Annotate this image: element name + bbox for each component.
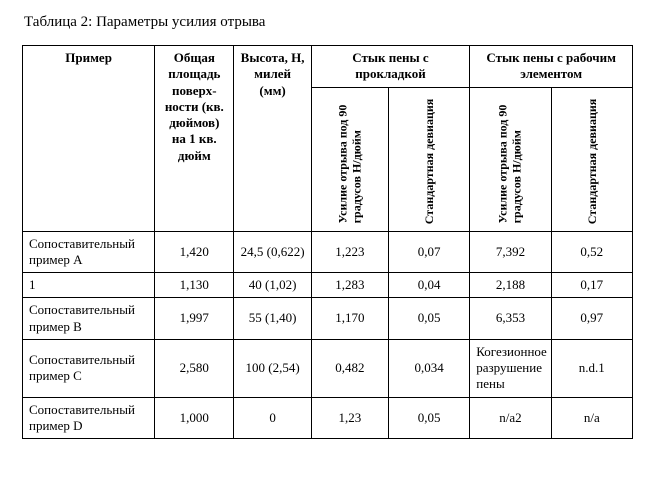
col-header-stddev-element: Стандартная девиация — [551, 87, 632, 231]
cell-sd1: 0,05 — [388, 397, 469, 439]
table-row: Сопоставительный пример B 1,997 55 (1,40… — [23, 298, 633, 340]
cell-sd1: 0,05 — [388, 298, 469, 340]
cell-height: 100 (2,54) — [234, 339, 311, 397]
cell-f1: 1,23 — [311, 397, 388, 439]
table-row: Сопоставительный пример C 2,580 100 (2,5… — [23, 339, 633, 397]
parameters-table: Пример Общая площадь поверх-ности (кв. д… — [22, 45, 633, 439]
cell-height: 40 (1,02) — [234, 273, 311, 298]
cell-sd2: n/a — [551, 397, 632, 439]
col-header-force90-gasket: Усилие отрыва под 90 градусов Н/дюйм — [311, 87, 388, 231]
cell-height: 55 (1,40) — [234, 298, 311, 340]
table-row: Сопоставительный пример A 1,420 24,5 (0,… — [23, 231, 633, 273]
cell-f2: 7,392 — [470, 231, 551, 273]
col-group-gasket: Стык пены с прокладкой — [311, 46, 470, 88]
cell-area: 1,997 — [155, 298, 234, 340]
cell-f2: 6,353 — [470, 298, 551, 340]
cell-f2: 2,188 — [470, 273, 551, 298]
col-header-example: Пример — [23, 46, 155, 232]
table-row: 1 1,130 40 (1,02) 1,283 0,04 2,188 0,17 — [23, 273, 633, 298]
cell-sd1: 0,034 — [388, 339, 469, 397]
cell-height: 24,5 (0,622) — [234, 231, 311, 273]
cell-sd2: 0,17 — [551, 273, 632, 298]
col-header-force90-element: Усилие отрыва под 90 градусов Н/дюйм — [470, 87, 551, 231]
rotated-label: Стандартная девиация — [422, 94, 436, 224]
cell-label: Сопоставительный пример A — [23, 231, 155, 273]
cell-label: Сопоставительный пример B — [23, 298, 155, 340]
cell-f1: 1,283 — [311, 273, 388, 298]
col-group-element: Стык пены с рабочим элементом — [470, 46, 633, 88]
col-header-height: Высота, H, милей (мм) — [234, 46, 311, 232]
cell-sd2: n.d.1 — [551, 339, 632, 397]
cell-label: 1 — [23, 273, 155, 298]
cell-f1: 1,223 — [311, 231, 388, 273]
cell-height: 0 — [234, 397, 311, 439]
rotated-label: Стандартная девиация — [585, 94, 599, 224]
cell-f1: 0,482 — [311, 339, 388, 397]
cell-f1: 1,170 — [311, 298, 388, 340]
cell-f2: Когезионное разрушение пены — [470, 339, 551, 397]
table-row: Сопоставительный пример D 1,000 0 1,23 0… — [23, 397, 633, 439]
rotated-label: Усилие отрыва под 90 градусов Н/дюйм — [496, 94, 525, 224]
cell-sd2: 0,97 — [551, 298, 632, 340]
table-caption: Таблица 2: Параметры усилия отрыва — [24, 14, 633, 31]
cell-area: 1,000 — [155, 397, 234, 439]
cell-area: 2,580 — [155, 339, 234, 397]
cell-sd1: 0,07 — [388, 231, 469, 273]
rotated-label: Усилие отрыва под 90 градусов Н/дюйм — [335, 94, 364, 224]
cell-label: Сопоставительный пример D — [23, 397, 155, 439]
cell-f2: n/a2 — [470, 397, 551, 439]
col-header-stddev-gasket: Стандартная девиация — [388, 87, 469, 231]
cell-sd2: 0,52 — [551, 231, 632, 273]
cell-area: 1,420 — [155, 231, 234, 273]
cell-label: Сопоставительный пример C — [23, 339, 155, 397]
cell-area: 1,130 — [155, 273, 234, 298]
cell-sd1: 0,04 — [388, 273, 469, 298]
col-header-area: Общая площадь поверх-ности (кв. дюймов) … — [155, 46, 234, 232]
